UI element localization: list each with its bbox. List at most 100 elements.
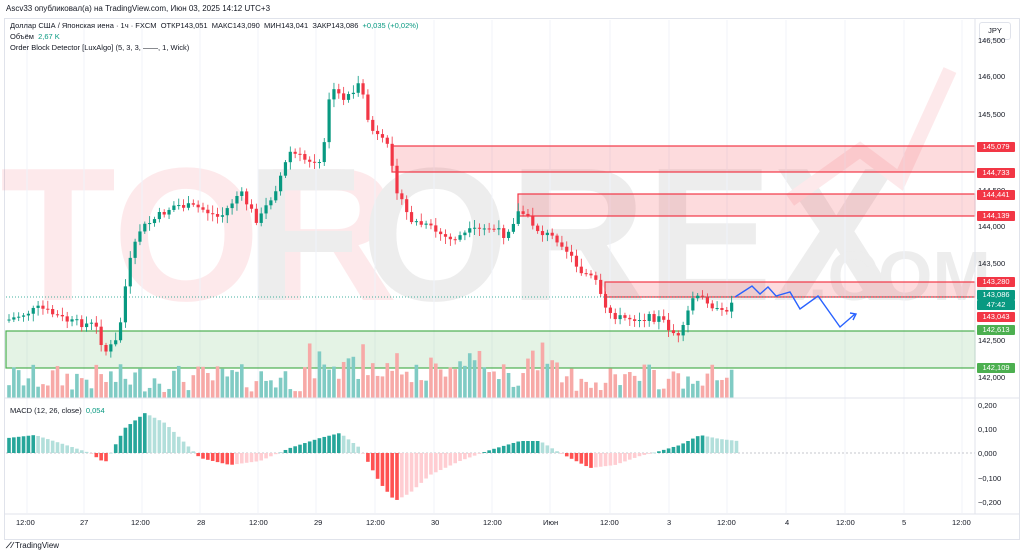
macd-histogram-bar bbox=[715, 438, 719, 453]
price-tag: 144,139 bbox=[977, 211, 1015, 221]
tradingview-logo[interactable]: ⟋⁄ TradingView bbox=[6, 540, 59, 552]
macd-legend: MACD (12, 26, close) 0,054 bbox=[10, 406, 105, 416]
symbol-title[interactable]: Доллар США / Японская иена · 1ч · FXCM bbox=[10, 21, 157, 30]
time-label: Июн bbox=[543, 518, 559, 527]
candle-body bbox=[463, 232, 467, 236]
candle-body bbox=[536, 225, 540, 232]
bearish-order-block-middle bbox=[517, 193, 976, 217]
candle-body bbox=[12, 317, 16, 320]
macd-axis-label: 0,100 bbox=[978, 425, 997, 434]
volume-bar bbox=[201, 366, 205, 398]
volume-bar bbox=[497, 379, 501, 398]
volume-bar bbox=[128, 384, 133, 398]
volume-bar bbox=[94, 364, 99, 398]
volume-bar bbox=[307, 343, 312, 398]
candle-body bbox=[225, 208, 229, 216]
candle-body bbox=[681, 324, 685, 336]
macd-histogram-bar bbox=[661, 449, 666, 453]
time-label: 4 bbox=[785, 518, 790, 527]
macd-histogram-bar bbox=[210, 453, 215, 461]
macd-histogram-bar bbox=[254, 453, 259, 462]
vertical-grid bbox=[26, 20, 963, 513]
volume-bar bbox=[230, 370, 234, 398]
volume-bar bbox=[283, 371, 288, 398]
volume-bar bbox=[409, 382, 414, 398]
macd-histogram-bar bbox=[16, 436, 21, 453]
bearish-order-block-lower bbox=[604, 281, 976, 298]
volume-bar bbox=[104, 381, 108, 398]
volume-bar bbox=[16, 370, 21, 398]
candle-body bbox=[123, 286, 127, 323]
volume-bar bbox=[477, 350, 482, 398]
macd-histogram-bar bbox=[531, 441, 535, 453]
watermark-text-right: FOREX bbox=[245, 129, 900, 341]
macd-histogram-bar bbox=[225, 453, 230, 465]
volume-bar bbox=[579, 378, 584, 398]
publication-info: Ascv33 опубликовал(а) на TradingView.com… bbox=[6, 4, 271, 13]
price-label: 142,000 bbox=[978, 373, 1006, 382]
volume-bar bbox=[720, 379, 724, 398]
candle-body bbox=[686, 310, 690, 325]
macd-histogram-bar bbox=[346, 439, 351, 453]
volume-bar bbox=[298, 391, 302, 398]
macd-histogram-bar bbox=[230, 453, 234, 465]
macd-label[interactable]: MACD (12, 26, close) bbox=[10, 406, 82, 415]
volume-bar bbox=[400, 374, 404, 398]
volume-bar bbox=[303, 367, 307, 398]
macd-histogram-bar bbox=[671, 446, 676, 453]
volume-bar bbox=[424, 380, 428, 398]
macd-histogram-bar bbox=[487, 450, 491, 453]
macd-histogram-bar bbox=[584, 453, 588, 467]
candle-body bbox=[51, 309, 55, 315]
macd-histogram-bar bbox=[41, 437, 45, 453]
macd-histogram-bar bbox=[434, 453, 438, 473]
macd-histogram-bar bbox=[632, 453, 637, 458]
volume-value: 2,67 K bbox=[38, 32, 60, 41]
macd-histogram-bar bbox=[424, 453, 428, 479]
time-label: 12:00 bbox=[600, 518, 619, 527]
candle-body bbox=[26, 313, 30, 316]
time-label: 12:00 bbox=[16, 518, 35, 527]
macd-histogram-bar bbox=[623, 453, 627, 462]
candle-body bbox=[186, 203, 191, 208]
candle-body bbox=[565, 246, 569, 252]
macd-histogram-bar bbox=[215, 453, 220, 463]
currency-button[interactable]: JPY bbox=[979, 22, 1011, 40]
time-label: 3 bbox=[667, 518, 672, 527]
volume-bar bbox=[652, 369, 656, 398]
volume-bar bbox=[569, 368, 574, 398]
macd-histogram-bar bbox=[511, 442, 516, 453]
volume-bar bbox=[278, 377, 283, 398]
volume-bar bbox=[710, 364, 715, 398]
macd-histogram bbox=[7, 413, 739, 500]
volume-bar bbox=[196, 366, 200, 398]
candle-body bbox=[545, 232, 549, 236]
indicator-legend[interactable]: Order Block Detector [LuxAlgo] (5, 3, 3,… bbox=[10, 43, 190, 52]
volume-bar bbox=[598, 390, 603, 398]
volume-bar bbox=[176, 365, 181, 398]
candle-body bbox=[259, 213, 263, 223]
candle-body bbox=[560, 242, 564, 247]
volume-bar bbox=[511, 386, 516, 398]
price-tag: 143,280 bbox=[977, 277, 1015, 287]
volume-bar bbox=[356, 378, 360, 398]
price-tag: 145,079 bbox=[977, 142, 1015, 152]
candle-body bbox=[608, 307, 612, 313]
volume-bar bbox=[167, 388, 171, 398]
volume-bar bbox=[317, 351, 322, 398]
volume-label[interactable]: Объём bbox=[10, 32, 34, 41]
macd-histogram-bar bbox=[351, 443, 356, 453]
volume-bar bbox=[438, 369, 443, 398]
volume-bar bbox=[404, 371, 409, 398]
candle-body bbox=[594, 275, 598, 280]
macd-histogram-bar bbox=[564, 453, 569, 457]
volume-bar bbox=[351, 356, 356, 398]
macd-histogram-bar bbox=[249, 453, 254, 463]
volume-bar bbox=[346, 358, 351, 398]
volume-bar bbox=[695, 380, 700, 398]
macd-histogram-bar bbox=[385, 453, 390, 492]
candle-body bbox=[148, 223, 152, 225]
macd-histogram-bar bbox=[118, 435, 123, 453]
candle-body bbox=[215, 214, 220, 217]
